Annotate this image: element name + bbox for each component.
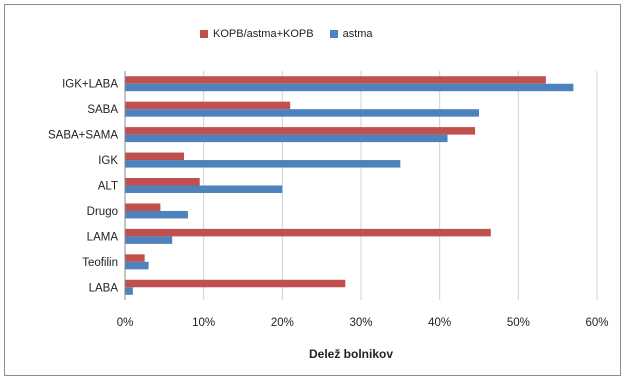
x-tick-labels: 0% 10% 20% 30% 40% 50% 60% bbox=[117, 317, 609, 329]
bar-astma bbox=[125, 134, 448, 143]
x-tick-label: 30% bbox=[349, 317, 372, 329]
bar-kopb bbox=[125, 228, 491, 237]
y-tick-labels: IGK+LABA SABA SABA+SAMA IGK ALT Drugo LAMA Teof… bbox=[48, 79, 118, 295]
y-tick-label: Teofilin bbox=[82, 257, 118, 269]
x-tick-label: 50% bbox=[507, 317, 530, 329]
y-tick-label: LAMA bbox=[87, 231, 119, 243]
bar-astma bbox=[125, 236, 173, 244]
bar-kopb bbox=[125, 152, 184, 161]
bar-kopb bbox=[125, 178, 200, 186]
bar-astma bbox=[125, 287, 133, 295]
legend-item-astma: astma bbox=[329, 28, 373, 40]
x-tick-label: 10% bbox=[192, 317, 215, 329]
x-tick-label: 20% bbox=[271, 317, 294, 329]
y-tick-label: Drugo bbox=[87, 206, 118, 218]
bar-astma bbox=[125, 160, 401, 168]
bar-kopb bbox=[125, 203, 161, 211]
bars bbox=[125, 76, 574, 295]
bar-kopb bbox=[125, 101, 291, 110]
x-tick-label: 40% bbox=[428, 317, 451, 329]
y-tick-label: SABA bbox=[87, 104, 118, 116]
x-tick-label: 0% bbox=[117, 317, 134, 329]
bar-astma bbox=[125, 83, 574, 92]
bar-astma bbox=[125, 261, 149, 270]
legend-item-kopb: KOPB/astma+KOPB bbox=[200, 28, 314, 40]
x-axis-title: Delež bolnikov bbox=[309, 347, 393, 361]
bar-kopb bbox=[125, 279, 346, 288]
x-tick-label: 60% bbox=[585, 317, 608, 329]
bar-kopb bbox=[125, 76, 546, 84]
y-tick-label: SABA+SAMA bbox=[48, 130, 118, 142]
y-tick-label: ALT bbox=[98, 181, 118, 193]
y-tick-label: IGK+LABA bbox=[62, 79, 118, 91]
bar-astma bbox=[125, 109, 479, 117]
y-tick-label: IGK bbox=[98, 155, 118, 167]
legend-swatch-astma bbox=[329, 30, 338, 38]
legend: KOPB/astma+KOPB astma bbox=[200, 28, 373, 40]
bar-kopb bbox=[125, 127, 476, 135]
y-tick-label: LABA bbox=[89, 282, 119, 294]
bar-kopb bbox=[125, 254, 145, 262]
legend-swatch-kopb bbox=[200, 30, 208, 38]
legend-label-kopb: KOPB/astma+KOPB bbox=[213, 28, 314, 40]
legend-label-astma: astma bbox=[342, 28, 373, 40]
bar-astma bbox=[125, 185, 283, 193]
bar-astma bbox=[125, 210, 188, 219]
